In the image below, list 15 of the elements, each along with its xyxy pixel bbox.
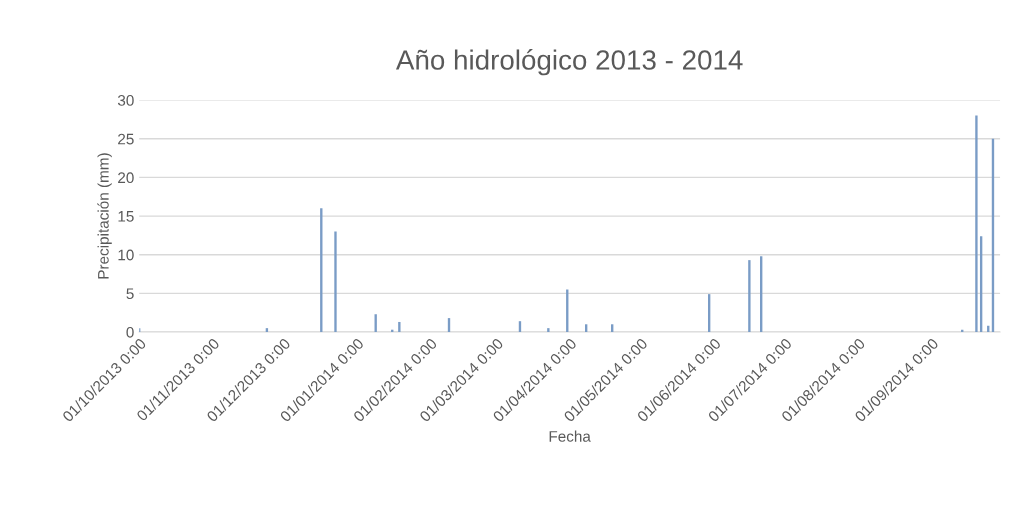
y-tick-label: 30 [117,95,134,106]
bar [748,260,751,333]
bar [334,231,337,333]
y-tick-label: 25 [118,133,134,145]
bar [398,321,401,333]
y-tick-label: 15 [118,211,134,222]
y-tick-label: 20 [118,172,134,184]
y-tick-label: 10 [118,249,134,261]
bar [975,115,978,333]
x-axis-title: Fecha [549,430,591,442]
bar [547,328,550,333]
y-tick-label: 0 [126,326,134,338]
y-tick-label: 5 [126,288,134,300]
chart-title: Año hidrológico 2013 - 2014 [395,49,743,76]
y-axis-title: Precipitación (mm) [97,153,112,279]
